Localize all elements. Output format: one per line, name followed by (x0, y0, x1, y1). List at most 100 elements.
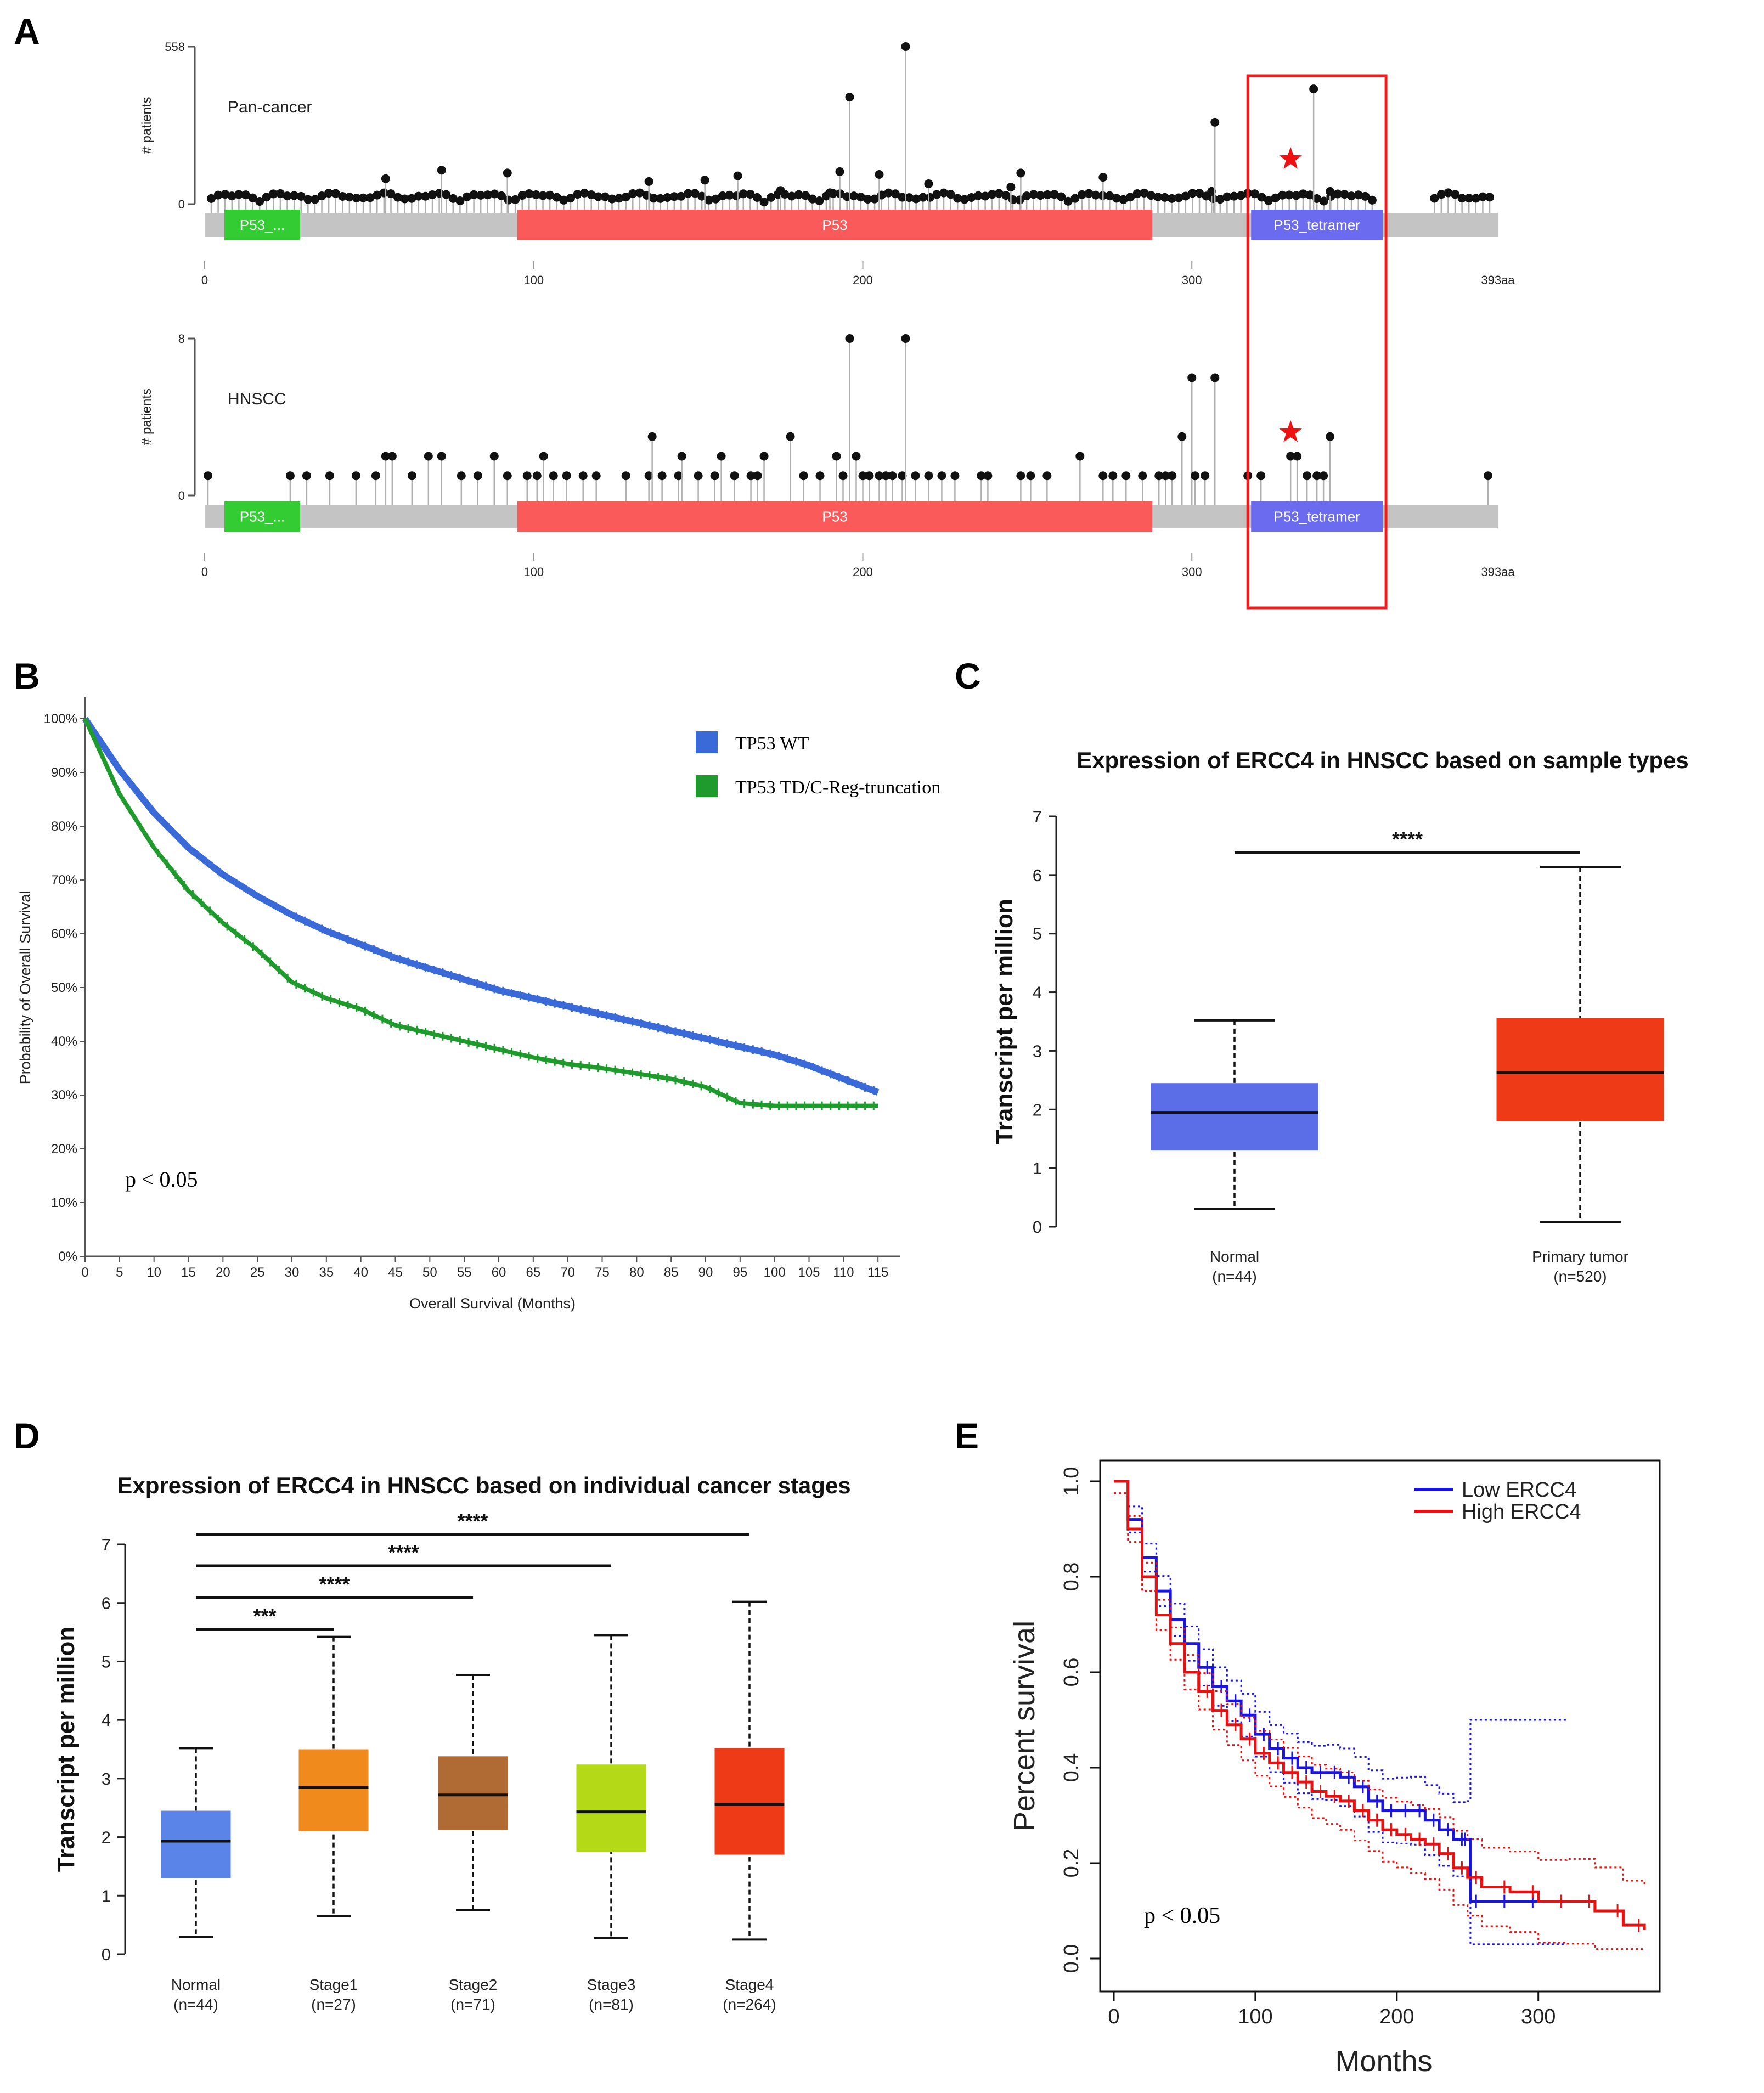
lollipop-point (1015, 195, 1024, 205)
lollipop-point (302, 471, 311, 481)
lollipop-point (825, 188, 835, 198)
lollipop-point (733, 171, 742, 180)
category-n-label: (n=81) (589, 1996, 634, 2013)
lollipop-point (918, 193, 928, 202)
panel-e-survival-chart: 0.0 0.2 0.4 0.6 0.8 1.0 0 100 200 300 Months Percen… (1008, 1459, 1661, 2078)
lollipop-point (932, 190, 942, 199)
panel-b-survival-chart: 0% 10% 20% 30% 40% 50% 60% 70% 80% 90% 100% 0 5 10 15 2… (17, 697, 940, 1312)
lollipop-point (1195, 189, 1204, 198)
x-tick-label: 200 (853, 273, 873, 287)
x-tick-label: 65 (526, 1265, 540, 1280)
lollipop-point (845, 93, 854, 102)
lollipop-point (1177, 432, 1187, 441)
survival-curve (82, 717, 880, 1096)
x-tick-label: 25 (250, 1265, 265, 1280)
lollipop-point (1160, 193, 1170, 202)
lollipop-point (578, 471, 588, 481)
lollipop-point (539, 452, 548, 461)
lollipop-point (690, 189, 700, 198)
box (576, 1764, 646, 1852)
lollipop-point (1029, 190, 1038, 199)
lollipop-point (711, 194, 720, 204)
lollipop-point (801, 191, 810, 200)
protein-domain (517, 501, 1153, 532)
domain-label: P53_... (240, 217, 285, 233)
x-tick-label: 95 (732, 1265, 747, 1280)
lollipop-point (1303, 471, 1312, 481)
lollipop-point (532, 471, 542, 481)
lollipop-point (911, 194, 921, 204)
lollipop-point (1050, 190, 1059, 199)
lollipop-point (1361, 191, 1370, 201)
chart-title: HNSCC (228, 390, 286, 408)
lollipop-point (1464, 194, 1474, 203)
lollipop-point (1168, 471, 1177, 481)
p-value-annotation: p < 0.05 (125, 1167, 198, 1192)
y-tick-label: 20% (51, 1142, 77, 1156)
box (438, 1756, 508, 1830)
lollipop-point (615, 194, 624, 203)
lollipop-point (717, 452, 726, 461)
lollipop-point (1319, 196, 1328, 206)
lollipop-point (647, 432, 657, 441)
ci-lower (1114, 1492, 1567, 1945)
lollipop-point (628, 189, 638, 198)
protein-domain (224, 210, 300, 240)
y-tick-label: 3 (102, 1769, 111, 1789)
significance-label: **** (388, 1541, 419, 1564)
lollipop-point (600, 192, 610, 201)
significance-label: **** (319, 1573, 350, 1595)
lollipop-point (1063, 196, 1073, 206)
lollipop-point (746, 471, 756, 481)
lollipop-point (1250, 189, 1259, 199)
lollipop-point (1367, 195, 1377, 205)
lollipop-point (1016, 168, 1025, 178)
lollipop-point (1121, 471, 1131, 481)
y-tick-label: 5 (102, 1652, 111, 1671)
lollipop-point (977, 471, 986, 481)
lollipop-point (759, 452, 769, 461)
lollipop-point (884, 188, 893, 198)
lollipop-point (591, 471, 601, 481)
y-tick-label: 60% (51, 927, 77, 941)
x-tick-label: 45 (388, 1265, 403, 1280)
lollipop-point (677, 191, 686, 201)
lollipop-point (525, 189, 534, 198)
lollipop-point (1222, 192, 1232, 201)
lollipop-point (489, 452, 499, 461)
lollipop-point (549, 471, 558, 481)
y-tick-label: 10% (51, 1195, 77, 1210)
x-tick-label: 40 (353, 1265, 368, 1280)
lollipop-point (1210, 117, 1220, 127)
survival-curve (1114, 1480, 1567, 1903)
censor-marks (295, 912, 875, 1096)
legend-label: TP53 TD/C-Reg-truncation (735, 777, 940, 798)
category-label: Stage1 (309, 1976, 358, 1993)
lollipop-point (875, 170, 884, 179)
lollipop-point (580, 188, 589, 198)
lollipop-point (1187, 373, 1197, 382)
lollipop-point (365, 193, 375, 202)
category-label: Stage4 (725, 1976, 774, 1993)
lollipop-point (1112, 194, 1121, 203)
lollipop-point (1256, 471, 1266, 481)
y-tick-label: 7 (1033, 807, 1042, 826)
star-marker (1279, 420, 1303, 442)
lollipop-point (856, 193, 865, 202)
lollipop-point (1286, 452, 1295, 461)
lollipop-point (1132, 189, 1142, 199)
x-tick-label: 50 (422, 1265, 437, 1280)
y-tick-label: 0% (58, 1249, 77, 1264)
lollipop-point (400, 194, 409, 204)
category-n-label: (n=27) (311, 1996, 356, 2013)
lollipop-point (1298, 189, 1307, 199)
lollipop-point (345, 193, 354, 202)
lollipop-point (808, 194, 817, 204)
y-tick-label: 1 (102, 1886, 111, 1905)
x-tick-label: 20 (216, 1265, 230, 1280)
lollipop-point (1444, 188, 1453, 198)
y-max-label: 8 (178, 332, 185, 346)
lollipop-point (753, 471, 762, 481)
lollipop-point (870, 194, 880, 204)
censor-marks (157, 849, 875, 1110)
